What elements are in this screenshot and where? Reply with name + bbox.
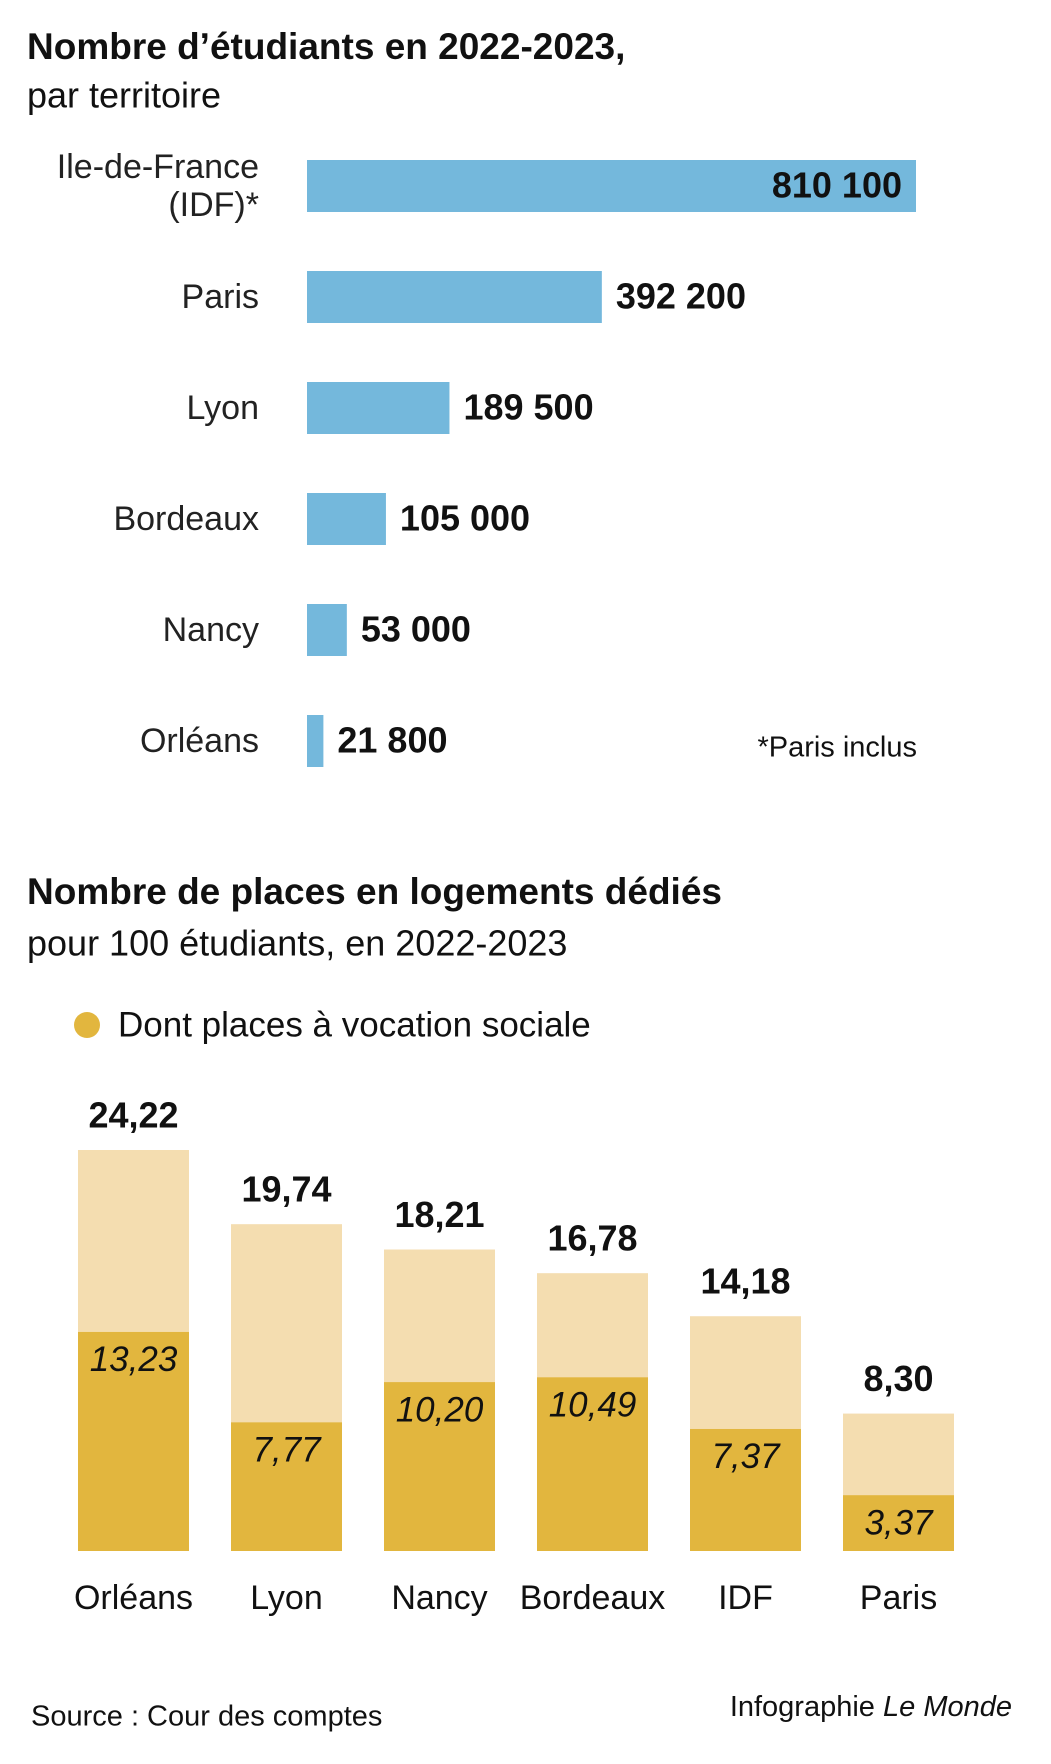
credit-brand: Le Monde [883, 1691, 1012, 1723]
bar [307, 493, 386, 545]
value-label: 19,74 [241, 1169, 331, 1210]
bar [307, 604, 347, 656]
value-label: 13,23 [90, 1340, 178, 1379]
value-label: 810 100 [772, 165, 902, 206]
chart-title: Nombre de places en logements dédiés [27, 871, 722, 912]
bar [307, 271, 602, 323]
x-tick-label: Paris [860, 1579, 937, 1617]
category-label: Lyon [186, 389, 259, 427]
value-label: 24,22 [88, 1095, 178, 1136]
credit: Infographie Le Monde [730, 1691, 1012, 1723]
value-label: 14,18 [700, 1261, 790, 1302]
x-tick-label: Orléans [74, 1579, 193, 1617]
bar [307, 382, 450, 434]
value-label: 8,30 [863, 1358, 933, 1399]
bar [307, 160, 916, 212]
bar [307, 715, 324, 767]
bar [537, 1377, 648, 1551]
x-tick-label: Nancy [391, 1579, 487, 1617]
annotation: *Paris inclus [757, 732, 917, 764]
chart-subtitle: pour 100 étudiants, en 2022-2023 [27, 923, 567, 964]
value-label: 7,77 [252, 1431, 322, 1470]
x-tick-label: Bordeaux [520, 1579, 666, 1617]
legend-swatch [74, 1012, 100, 1038]
value-label: 189 500 [463, 387, 593, 428]
value-label: 105 000 [400, 498, 530, 539]
category-label: Bordeaux [113, 500, 259, 538]
bar [690, 1428, 801, 1551]
chart-title: Nombre d’étudiants en 2022-2023, [27, 26, 625, 67]
category-label: Nancy [162, 611, 259, 649]
bar [384, 1382, 495, 1551]
source: Source : Cour des comptes [31, 1701, 382, 1733]
bar [231, 1422, 342, 1551]
category-label: Paris [181, 278, 259, 316]
value-label: 7,37 [711, 1437, 781, 1476]
value-label: 21 800 [337, 720, 447, 761]
value-label: 10,20 [396, 1390, 484, 1429]
credit-text: Infographie [730, 1691, 875, 1723]
value-label: 18,21 [394, 1194, 484, 1235]
legend-label: Dont places à vocation sociale [118, 1005, 591, 1044]
chart-subtitle: par territoire [27, 75, 221, 116]
value-label: 16,78 [547, 1218, 637, 1259]
x-tick-label: IDF [718, 1579, 773, 1617]
category-label: Ile-de-France (IDF)* [56, 148, 259, 224]
bar [78, 1331, 189, 1551]
bar [843, 1495, 954, 1551]
value-label: 10,49 [549, 1386, 637, 1425]
value-label: 53 000 [361, 609, 471, 650]
x-tick-label: Lyon [250, 1579, 322, 1617]
category-label: Orléans [139, 722, 259, 760]
value-label: 392 200 [616, 276, 746, 317]
value-label: 3,37 [864, 1503, 934, 1542]
